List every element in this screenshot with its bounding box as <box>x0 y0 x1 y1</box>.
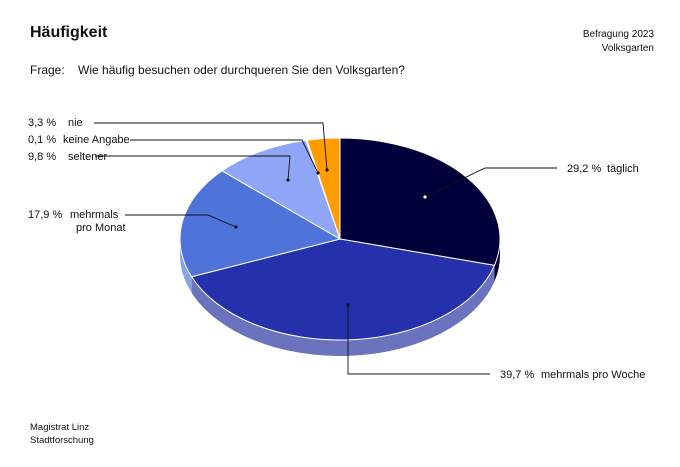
footer: Magistrat Linz Stadtforschung <box>30 421 94 447</box>
leader-dot-mehrmals-pro-monat <box>234 225 238 229</box>
pie-slice-nie <box>306 137 341 240</box>
pie-slices <box>179 137 501 341</box>
value-label-seltener: 9,8 % <box>28 151 56 163</box>
leader-dot-nie <box>325 168 329 172</box>
leader-line-mehrmals-pro-monat <box>125 214 237 228</box>
category-label-mehrmals-pro-woche: mehrmals pro Woche <box>541 369 645 381</box>
leader-line-nie <box>94 122 328 171</box>
survey-location: Volksgarten <box>601 43 654 54</box>
slice-labels: 29,2 % täglich 39,7 % mehrmals pro Woche 17,… <box>28 117 645 381</box>
pie-side-t-glich <box>494 239 500 282</box>
leader-lines <box>94 122 557 375</box>
value-label-mehrmals-pro-woche: 39,7 % <box>500 369 534 381</box>
survey-year: Befragung 2023 <box>582 29 654 40</box>
footer-publisher: Magistrat Linz <box>30 422 90 433</box>
leader-dot-seltener <box>286 178 290 182</box>
value-label-mehrmals-pro-monat: 17,9 % <box>28 209 62 221</box>
pie-slice-mehrmals-pro-woche <box>191 238 495 341</box>
question-text: Wie häufig besuchen oder durchqueren Sie… <box>78 63 405 77</box>
category-label-mehrmals-pro-monat: mehrmals <box>70 209 119 221</box>
value-label-keine-angabe: 0,1 % <box>28 134 56 146</box>
pie-slice-t-glich <box>339 137 501 266</box>
question-line: Frage: Wie häufig besuchen oder durchque… <box>30 63 405 77</box>
leader-line-keine-angabe <box>130 139 319 174</box>
category-label-mehrmals-pro-monat-line-2: pro Monat <box>76 222 126 234</box>
pie-sides <box>180 239 500 356</box>
pie-slice-mehrmals-pro-monat <box>179 170 341 278</box>
leader-dot-keine-angabe <box>316 171 320 175</box>
footer-department: Stadtforschung <box>30 435 94 446</box>
leader-line-mehrmals-pro-woche <box>347 305 490 375</box>
category-label-nie: nie <box>68 117 83 129</box>
chart-title: Häufigkeit <box>30 24 108 41</box>
leader-line-seltener <box>95 155 291 181</box>
value-label-t-glich: 29,2 % <box>567 163 601 175</box>
leader-dot-t-glich <box>423 195 427 199</box>
survey-info: Befragung 2023 Volksgarten <box>583 28 654 56</box>
pie-side-mehrmals-pro-woche <box>191 265 495 356</box>
leader-line-t-glich <box>424 167 557 198</box>
category-label-keine-angabe: keine Angabe <box>63 134 130 146</box>
value-label-nie: 3,3 % <box>28 117 56 129</box>
leader-dot-mehrmals-pro-woche <box>346 303 350 307</box>
question-label: Frage: <box>30 63 65 77</box>
category-label-seltener: seltener <box>68 151 107 163</box>
pie-side-mehrmals-pro-monat <box>180 239 192 293</box>
category-label-t-glich: täglich <box>607 163 639 175</box>
